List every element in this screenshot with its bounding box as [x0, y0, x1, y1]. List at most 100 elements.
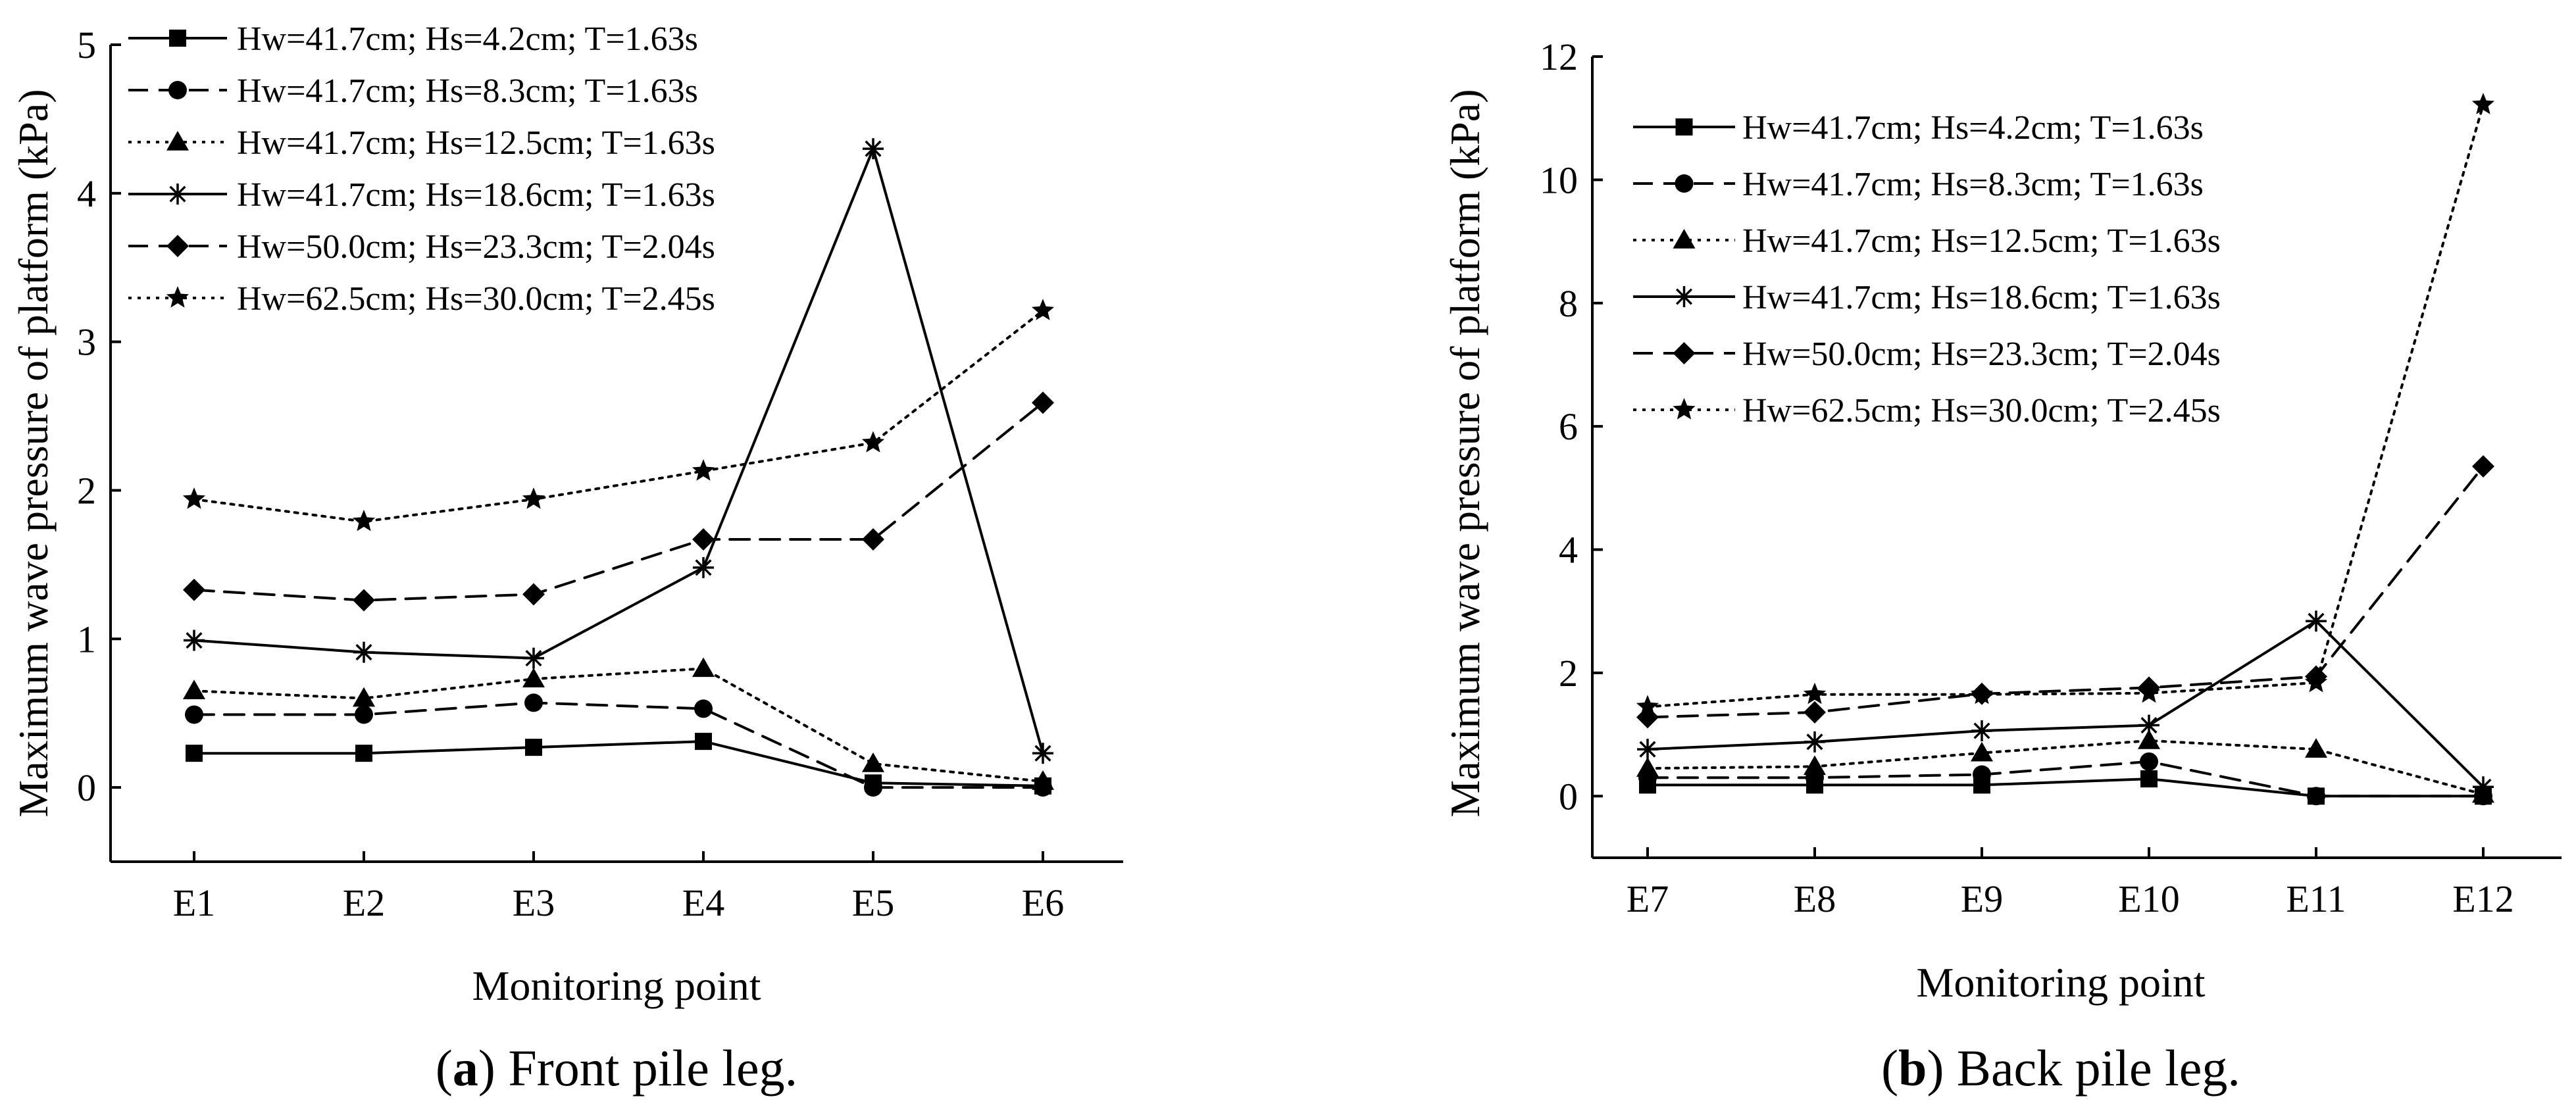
- x-axis-title: Monitoring point: [1916, 959, 2205, 1006]
- data-point-6-e12: [2471, 93, 2495, 114]
- legend-label-4: Hw=41.7cm; Hs=18.6cm; T=1.63s: [1742, 279, 2221, 316]
- y-tick-label-10: 10: [1540, 159, 1578, 201]
- series-6: [182, 299, 1055, 531]
- y-tick-label-8: 8: [1559, 282, 1578, 325]
- series-4: [1637, 610, 2494, 798]
- y-tick-label-2: 2: [1559, 652, 1578, 695]
- data-point-4-e2: [353, 641, 374, 663]
- data-point-3-e7: [1636, 757, 1659, 777]
- data-point-2-e9: [1973, 765, 1991, 784]
- series-line-6: [193, 309, 1044, 523]
- series-5: [1636, 455, 2494, 729]
- data-point-5-e5: [862, 528, 884, 551]
- data-point-3-e9: [1971, 741, 1993, 762]
- legend: Hw=41.7cm; Hs=4.2cm; T=1.63s Hw=41.7cm; H…: [1633, 109, 2221, 430]
- x-tick-label-e9: E9: [1961, 877, 2003, 920]
- data-point-5-e8: [1804, 701, 1826, 724]
- data-point-4-e11: [2306, 610, 2327, 632]
- data-point-2-e10: [2140, 752, 2158, 771]
- data-point-4-e3: [523, 647, 544, 669]
- data-point-1-e4: [695, 733, 712, 751]
- legend-label-2: Hw=41.7cm; Hs=8.3cm; T=1.63s: [1742, 166, 2204, 203]
- data-point-6-e3: [522, 487, 545, 509]
- x-tick-label-e12: E12: [2452, 877, 2513, 920]
- data-point-6-e2: [352, 509, 376, 531]
- y-axis-title: Maximum wave pressure of platform (kPa): [10, 89, 57, 817]
- data-point-4-e12: [2473, 776, 2494, 798]
- y-tick-label-1: 1: [77, 618, 96, 660]
- x-tick-label-e8: E8: [1794, 877, 1836, 920]
- data-point-1-e10: [2140, 770, 2158, 788]
- data-point-4-e7: [1637, 739, 1658, 760]
- legend-label-4: Hw=41.7cm; Hs=18.6cm; T=1.63s: [237, 176, 715, 214]
- legend-label-6: Hw=62.5cm; Hs=30.0cm; T=2.45s: [237, 280, 715, 318]
- data-point-6-e5: [861, 431, 885, 453]
- legend-marker-3: [1673, 229, 1696, 249]
- data-point-4-e4: [693, 556, 714, 578]
- data-point-3-e4: [692, 657, 715, 678]
- legend-marker-5: [166, 235, 189, 257]
- data-point-6-e8: [1803, 682, 1827, 704]
- data-point-5-e4: [692, 528, 715, 551]
- legend-marker-1: [169, 30, 186, 47]
- chart-panel-front-pile-leg: 0 1 2 3 4 5 E1 E2 E3 E4 E5 E6 Maximum wave pressure …: [10, 20, 1123, 1097]
- legend-marker-4: [1673, 286, 1695, 307]
- data-point-3-e10: [2138, 729, 2160, 749]
- data-point-6-e10: [2137, 681, 2161, 703]
- panel-caption: (b) Back pile leg.: [1881, 1039, 2240, 1097]
- x-tick-label-e4: E4: [682, 881, 724, 924]
- data-point-3-e8: [1804, 755, 1826, 776]
- series-line-3: [1646, 739, 2485, 796]
- series-line-4: [193, 147, 1044, 755]
- legend-marker-1: [1675, 118, 1693, 136]
- panel-caption: (a) Front pile leg.: [436, 1039, 797, 1097]
- data-point-5-e6: [1032, 391, 1054, 414]
- data-point-2-e3: [524, 693, 543, 712]
- data-point-6-e7: [1636, 695, 1659, 716]
- series-line-5: [1646, 465, 2485, 719]
- series-line-4: [1646, 620, 2485, 789]
- legend-label-5: Hw=50.0cm; Hs=23.3cm; T=2.04s: [1742, 335, 2221, 373]
- data-point-4-e10: [2138, 714, 2159, 736]
- data-point-3-e6: [1032, 770, 1054, 790]
- legend-marker-5: [1673, 342, 1696, 364]
- x-tick-label-e11: E11: [2286, 877, 2346, 920]
- series-1: [1639, 770, 2492, 805]
- data-point-3-e3: [522, 668, 545, 687]
- y-tick-label-5: 5: [77, 24, 96, 66]
- data-point-4-e6: [1032, 743, 1053, 764]
- legend-label-5: Hw=50.0cm; Hs=23.3cm; T=2.04s: [237, 228, 715, 266]
- data-point-2-e11: [2307, 787, 2325, 806]
- series-3: [1636, 729, 2494, 803]
- x-tick-label-e6: E6: [1022, 881, 1064, 924]
- legend-marker-2: [1675, 174, 1694, 193]
- y-tick-label-0: 0: [1559, 775, 1578, 818]
- data-point-6-e11: [2304, 670, 2328, 693]
- legend-label-6: Hw=62.5cm; Hs=30.0cm; T=2.45s: [1742, 392, 2221, 430]
- data-point-4-e5: [863, 138, 884, 160]
- y-tick-label-4: 4: [1559, 529, 1578, 572]
- legend-label-3: Hw=41.7cm; Hs=12.5cm; T=1.63s: [237, 124, 715, 162]
- legend-label-3: Hw=41.7cm; Hs=12.5cm; T=1.63s: [1742, 222, 2221, 260]
- data-point-3-e5: [862, 752, 884, 772]
- y-tick-label-0: 0: [77, 766, 96, 809]
- series-line-1: [193, 740, 1044, 787]
- x-tick-label-e2: E2: [343, 881, 385, 924]
- series-4: [184, 138, 1053, 764]
- data-point-2-e4: [694, 699, 713, 718]
- data-point-3-e1: [183, 679, 205, 700]
- data-point-1-e3: [525, 739, 542, 756]
- series-line-2: [1646, 760, 2485, 798]
- series-line-6: [1646, 103, 2485, 708]
- legend-label-1: Hw=41.7cm; Hs=4.2cm; T=1.63s: [237, 20, 698, 58]
- x-tick-label-e1: E1: [173, 881, 215, 924]
- series-3: [183, 657, 1054, 790]
- panel-caption-label: b: [1898, 1039, 1927, 1097]
- data-point-2-e1: [185, 705, 203, 724]
- x-tick-label-e7: E7: [1627, 877, 1669, 920]
- panel-caption-label: a: [453, 1039, 478, 1097]
- series-line-5: [193, 401, 1044, 602]
- data-point-5-e12: [2472, 455, 2494, 478]
- y-tick-label-6: 6: [1559, 405, 1578, 448]
- legend: Hw=41.7cm; Hs=4.2cm; T=1.63s Hw=41.7cm; H…: [128, 20, 715, 318]
